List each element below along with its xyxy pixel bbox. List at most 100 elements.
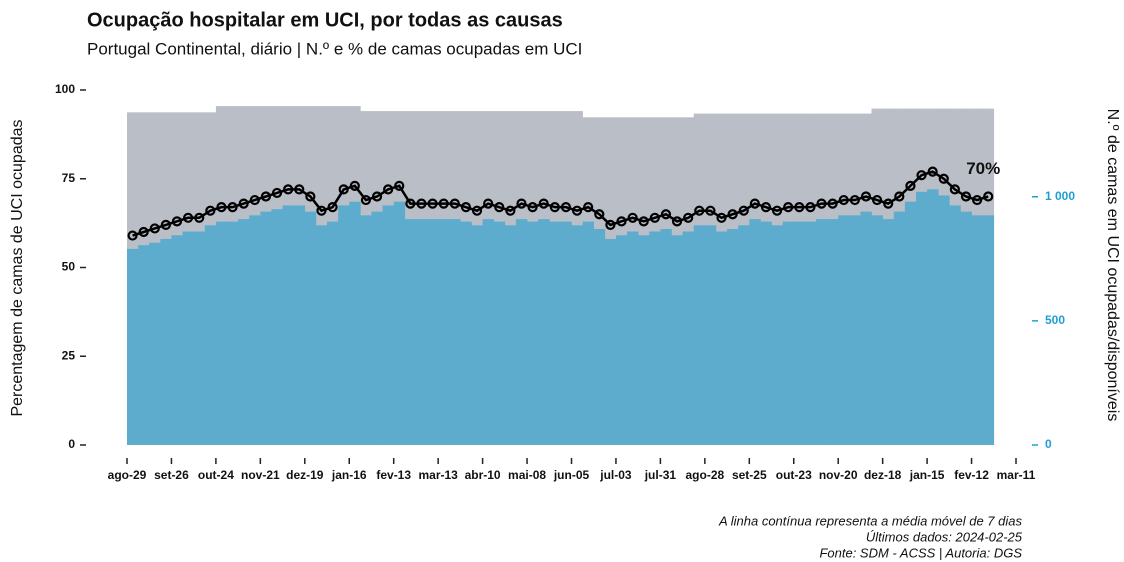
y2-tick-label: 1 000 — [1045, 189, 1075, 203]
y-tick-label: 100 — [55, 82, 75, 96]
x-tick-label: set-26 — [154, 468, 189, 482]
point — [760, 202, 772, 213]
point — [238, 198, 249, 209]
point — [571, 205, 583, 216]
point — [227, 202, 238, 213]
point — [871, 194, 883, 206]
bar — [938, 195, 950, 445]
point — [349, 180, 360, 191]
point — [305, 191, 316, 202]
point — [816, 198, 827, 209]
point — [360, 194, 372, 206]
bar — [515, 219, 528, 445]
bar — [360, 215, 372, 445]
bar — [238, 219, 250, 445]
bar — [460, 221, 472, 445]
point — [694, 205, 705, 216]
bar — [915, 191, 928, 445]
bar — [504, 225, 517, 445]
bar — [538, 219, 550, 445]
point — [594, 209, 605, 220]
point — [249, 194, 260, 206]
point — [671, 216, 683, 227]
point — [983, 191, 994, 202]
x-tick-label: set-25 — [732, 468, 767, 482]
point — [738, 205, 749, 216]
bar — [627, 231, 639, 445]
point — [560, 202, 572, 213]
bar — [138, 245, 150, 445]
point — [294, 184, 305, 195]
bar — [349, 201, 361, 445]
point — [283, 184, 294, 195]
point — [972, 194, 983, 206]
point — [527, 202, 538, 213]
bar — [960, 211, 972, 445]
bar — [338, 205, 350, 445]
point — [905, 180, 916, 191]
point — [538, 198, 549, 209]
chart-title: Ocupação hospitalar em UCI, por todas as… — [87, 9, 563, 31]
point — [849, 194, 860, 206]
caption: A linha contínua representa a média móve… — [718, 513, 1023, 528]
bar — [882, 219, 895, 445]
point — [927, 166, 938, 177]
bar — [327, 221, 339, 445]
x-tick-label: dez-19 — [286, 468, 324, 482]
bar — [271, 209, 283, 445]
bar — [804, 221, 817, 445]
bar — [704, 225, 717, 445]
x-tick-label: mai-08 — [508, 468, 546, 482]
bar — [149, 242, 161, 445]
point — [616, 216, 627, 227]
bar — [871, 215, 883, 445]
point — [271, 187, 283, 199]
x-tick-label: out-23 — [776, 468, 812, 482]
point — [805, 202, 816, 213]
point — [838, 194, 849, 206]
bar — [438, 219, 450, 445]
x-tick-label: nov-21 — [241, 468, 280, 482]
bar — [182, 231, 194, 445]
x-tick-label: mar-13 — [418, 468, 458, 482]
point — [549, 202, 560, 213]
point — [894, 191, 905, 202]
bar — [215, 221, 228, 445]
point — [516, 198, 527, 209]
bar — [949, 205, 961, 445]
bar — [615, 235, 628, 445]
point — [883, 198, 894, 209]
x-tick-label: jun-05 — [553, 468, 590, 482]
bar — [638, 235, 650, 445]
bar — [560, 221, 572, 445]
bar — [304, 211, 317, 445]
bar — [282, 205, 294, 445]
point — [749, 198, 760, 209]
x-tick-label: jan-15 — [909, 468, 945, 482]
bar — [204, 225, 217, 445]
bar — [671, 235, 683, 445]
point — [960, 191, 972, 202]
bar — [727, 229, 739, 445]
x-tick-label: nov-20 — [819, 468, 858, 482]
point — [827, 198, 838, 209]
bar — [371, 211, 383, 445]
bar — [838, 215, 850, 445]
line — [132, 170, 989, 237]
point — [205, 205, 216, 216]
bar — [449, 219, 461, 445]
x-tick-label: dez-18 — [864, 468, 902, 482]
x-tick-label: jan-16 — [331, 468, 367, 482]
bar — [527, 221, 539, 445]
bar — [249, 215, 261, 445]
y-tick-label: 50 — [62, 260, 76, 274]
bar — [127, 248, 139, 445]
bar — [782, 221, 795, 445]
bar — [904, 201, 917, 445]
bar — [971, 215, 983, 445]
x-tick-label: ago-28 — [686, 468, 725, 482]
bar — [427, 219, 439, 445]
x-tick-label: jul-31 — [644, 468, 677, 482]
bar — [193, 231, 206, 445]
